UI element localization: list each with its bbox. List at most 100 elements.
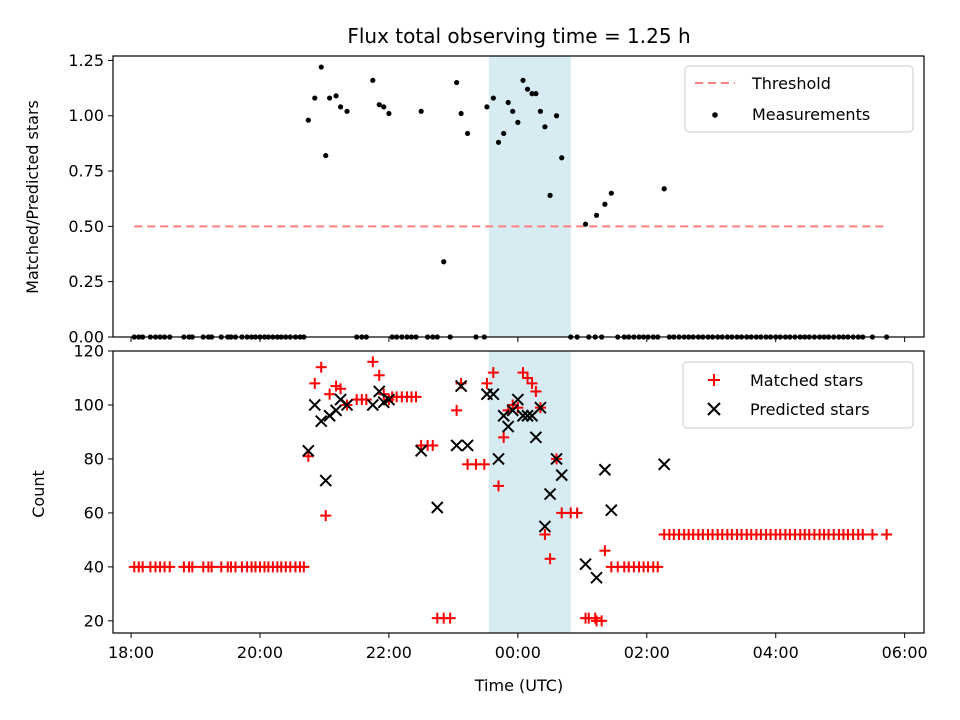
bottom-legend-box	[682, 361, 914, 429]
predicted-star-marker-b	[487, 387, 500, 401]
predicted-star-marker-b	[497, 409, 510, 422]
predicted-star-marker-b	[550, 452, 563, 466]
bottom-y-tick-label: 40	[84, 557, 104, 576]
bottom-legend: Matched stars Predicted stars	[682, 361, 914, 429]
matched-star-marker	[164, 561, 176, 573]
predicted-star-marker	[315, 414, 328, 428]
predicted-star-marker-b	[590, 571, 603, 584]
measurement-point	[553, 113, 560, 119]
predicted-star-marker-b	[382, 393, 396, 406]
matched-star-marker	[360, 394, 372, 406]
measurement-point	[305, 117, 311, 123]
measurement-point	[323, 152, 329, 159]
predicted-star-marker-b	[461, 439, 474, 452]
measurement-point	[381, 104, 387, 110]
matched-star-marker	[324, 388, 336, 400]
x-tick-label: 20:00	[237, 643, 283, 662]
predicted-star-marker-b	[315, 414, 328, 428]
predicted-star-marker-b	[579, 557, 592, 571]
predicted-star-marker	[534, 401, 547, 414]
predicted-star-marker-b	[555, 468, 568, 482]
measurement-point	[510, 108, 516, 114]
matched-star-marker	[373, 369, 385, 381]
predicted-star-marker-b	[329, 404, 343, 417]
predicted-star-marker-b	[511, 393, 525, 406]
predicted-star-marker	[461, 439, 474, 452]
predicted-star-marker	[550, 452, 563, 466]
predicted-star-marker-b	[431, 501, 444, 514]
measurement-point	[533, 91, 539, 97]
predicted-star-marker	[319, 474, 332, 487]
measurement-point	[337, 104, 344, 110]
predicted-star-marker	[414, 444, 428, 458]
matched-star-marker	[367, 356, 379, 368]
measurement-point	[547, 192, 553, 198]
x-axis-label: Time (UTC)	[474, 676, 563, 695]
measurement-point	[501, 130, 507, 137]
matched-star-marker	[481, 377, 493, 389]
measurement-point	[464, 130, 471, 137]
matched-star-marker	[315, 361, 327, 373]
predicted-star-marker	[506, 404, 519, 417]
predicted-star-marker	[431, 501, 444, 514]
measurement-point	[524, 86, 531, 92]
matched-star-marker	[596, 615, 608, 627]
top-y-tick-label: 0.75	[68, 162, 104, 181]
top-axes-frame	[112, 55, 925, 338]
top-y-tick-label: 1.25	[68, 51, 104, 70]
matched-star-marker	[298, 561, 310, 573]
predicted-star-marker-b	[521, 409, 534, 422]
predicted-star-marker	[657, 458, 671, 471]
top-legend-box	[684, 65, 914, 133]
measurement-point	[333, 93, 339, 99]
top-y-tick-label: 0.50	[68, 217, 104, 236]
predicted-star-marker-b	[492, 452, 505, 466]
top-y-tick-label: 0.00	[68, 328, 104, 347]
bottom-y-tick-label: 100	[73, 395, 104, 414]
matched-star-marker	[335, 383, 347, 395]
predicted-star-marker	[538, 520, 552, 533]
measurement-point	[318, 64, 324, 70]
legend-measurements-swatch	[712, 112, 718, 118]
measurement-point	[602, 201, 608, 207]
x-tick-label: 22:00	[366, 643, 412, 662]
predicted-star-points	[302, 379, 671, 584]
predicted-star-marker-b	[414, 444, 428, 458]
legend-predicted-label: Predicted stars	[750, 400, 870, 419]
measurement-point	[327, 95, 333, 101]
matched-star-marker	[320, 510, 332, 522]
predicted-star-marker-b	[598, 463, 612, 476]
bottom-y-axis-label: Count	[29, 470, 48, 518]
predicted-star-marker	[308, 398, 321, 412]
predicted-star-marker-b	[302, 444, 315, 458]
bottom-y-tick-label: 120	[73, 342, 104, 361]
predicted-star-marker-b	[366, 398, 380, 412]
predicted-star-marker	[511, 393, 525, 406]
measurement-point	[505, 99, 511, 106]
measurement-point	[495, 139, 502, 145]
measurement-point	[418, 108, 424, 114]
measurement-point	[582, 221, 589, 227]
panel-bottom: 20 40 60 80 100 120 18:00 20:00 22:00 00:00 02:00…	[29, 342, 928, 696]
bottom-y-ticks: 20 40 60 80 100 120	[73, 342, 113, 630]
predicted-star-marker-b	[450, 439, 463, 452]
x-tick-label: 06:00	[882, 643, 928, 662]
legend-measurements-label: Measurements	[752, 105, 870, 124]
predicted-star-marker-b	[319, 474, 332, 487]
measurement-point	[312, 95, 318, 101]
bottom-shaded-span	[488, 351, 571, 633]
measurement-point	[529, 91, 535, 97]
measurement-point	[661, 186, 667, 192]
top-y-tick-label: 1.00	[68, 106, 104, 125]
measurement-point	[542, 124, 548, 130]
predicted-star-marker	[450, 439, 463, 452]
measurement-point	[370, 77, 376, 83]
x-tick-label: 00:00	[495, 643, 541, 662]
predicted-star-marker-b	[543, 487, 557, 501]
matched-star-marker	[526, 377, 538, 389]
predicted-star-marker	[492, 452, 505, 466]
matched-star-marker	[652, 561, 664, 573]
bottom-axes-frame	[112, 350, 925, 634]
bottom-y-tick-label: 20	[84, 611, 104, 630]
